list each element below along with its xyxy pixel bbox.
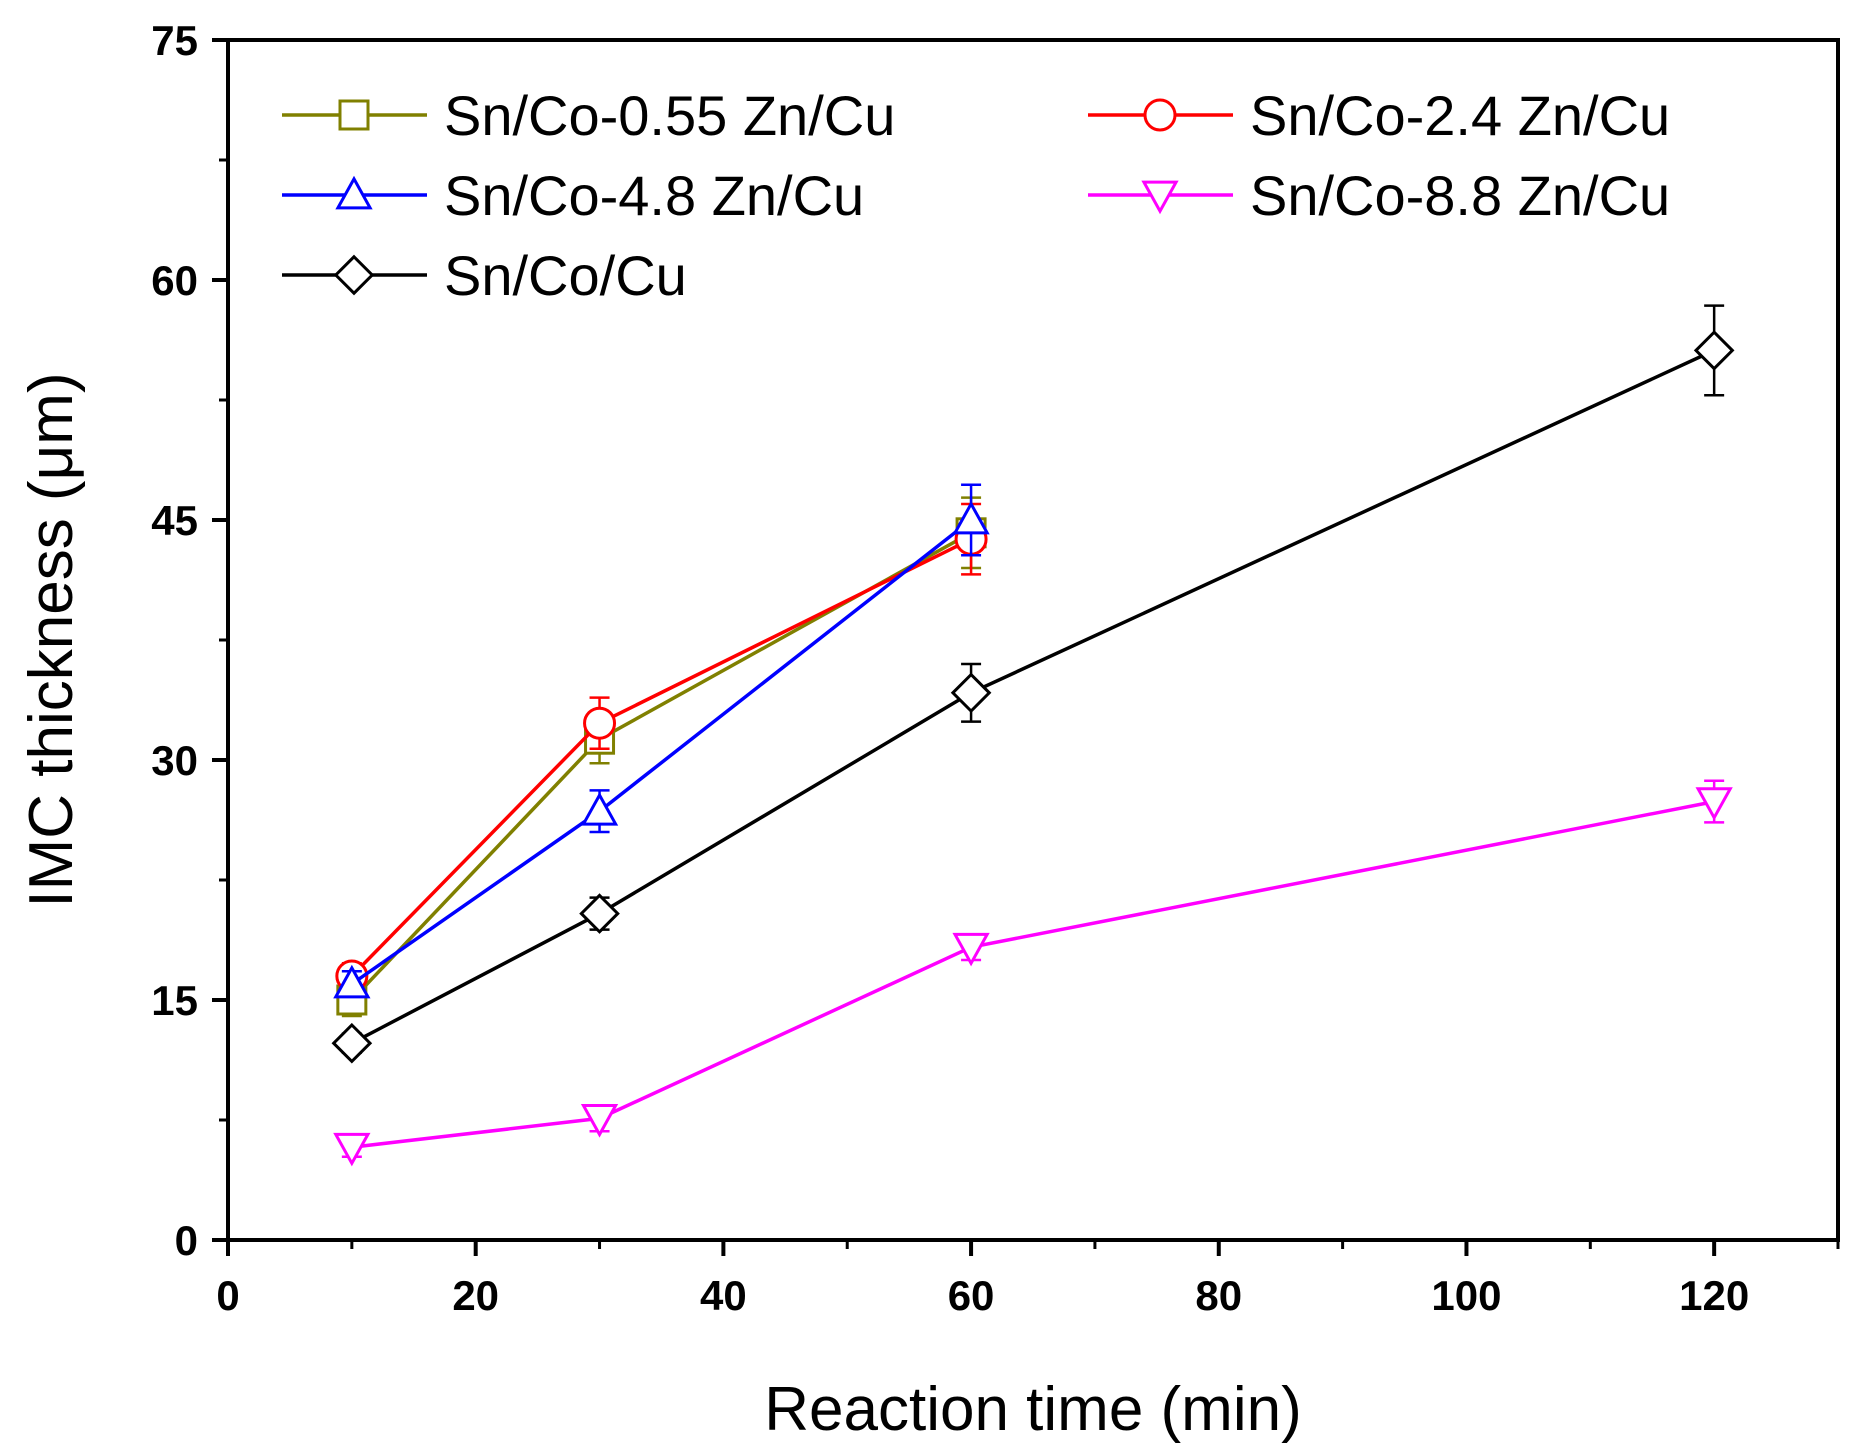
- data-point: [952, 932, 990, 967]
- legend-entry: Sn/Co/Cu: [282, 244, 687, 307]
- data-point: [579, 893, 620, 934]
- data-point: [583, 706, 617, 740]
- legend-entry: Sn/Co-8.8 Zn/Cu: [1088, 164, 1670, 227]
- legend-label: Sn/Co-2.4 Zn/Cu: [1250, 84, 1670, 147]
- data-point: [950, 672, 992, 714]
- data-point: [1693, 330, 1735, 371]
- legend-label: Sn/Co/Cu: [444, 244, 687, 307]
- x-tick-label: 60: [948, 1272, 995, 1319]
- y-tick-label: 15: [151, 977, 198, 1024]
- data-point: [333, 1132, 371, 1167]
- legend-label: Sn/Co-8.8 Zn/Cu: [1250, 164, 1670, 227]
- series-line: [351, 799, 1715, 1149]
- y-axis-title: IMC thickness (μm): [17, 372, 86, 907]
- legend-label: Sn/Co-0.55 Zn/Cu: [444, 84, 895, 147]
- legend-marker: [338, 99, 370, 131]
- legend-marker: [333, 254, 375, 296]
- x-tick-label: 100: [1431, 1272, 1501, 1319]
- data-point: [333, 964, 371, 999]
- series-line: [350, 531, 972, 1002]
- series-line: [351, 348, 1715, 1045]
- data-point: [1695, 787, 1733, 821]
- x-tick-label: 120: [1679, 1272, 1749, 1319]
- x-tick-label: 0: [216, 1272, 239, 1319]
- data-point: [580, 1104, 619, 1138]
- y-tick-label: 45: [151, 497, 198, 544]
- series-line: [350, 537, 972, 978]
- x-tick-label: 80: [1195, 1272, 1242, 1319]
- series-2: [333, 483, 990, 999]
- legend-entry: Sn/Co-0.55 Zn/Cu: [282, 84, 895, 147]
- legend-entry: Sn/Co-2.4 Zn/Cu: [1088, 84, 1670, 147]
- legend-marker: [1143, 98, 1177, 132]
- series-line: [350, 518, 973, 986]
- x-axis-title: Reaction time (min): [764, 1375, 1301, 1444]
- x-tick-label: 40: [700, 1272, 747, 1319]
- x-tick-label: 20: [452, 1272, 499, 1319]
- y-tick-label: 60: [151, 257, 198, 304]
- data-point: [952, 500, 990, 535]
- y-tick-label: 0: [175, 1217, 198, 1264]
- series-4: [331, 304, 1735, 1064]
- series-0: [336, 496, 987, 1018]
- data-point: [580, 792, 619, 826]
- y-tick-label: 30: [151, 737, 198, 784]
- legend-label: Sn/Co-4.8 Zn/Cu: [444, 164, 864, 227]
- series-3: [333, 779, 1733, 1167]
- y-tick-label: 75: [151, 17, 198, 64]
- legend-marker: [1141, 180, 1179, 215]
- legend-marker: [335, 175, 373, 210]
- legend-entry: Sn/Co-4.8 Zn/Cu: [282, 164, 864, 227]
- data-point: [331, 1022, 373, 1064]
